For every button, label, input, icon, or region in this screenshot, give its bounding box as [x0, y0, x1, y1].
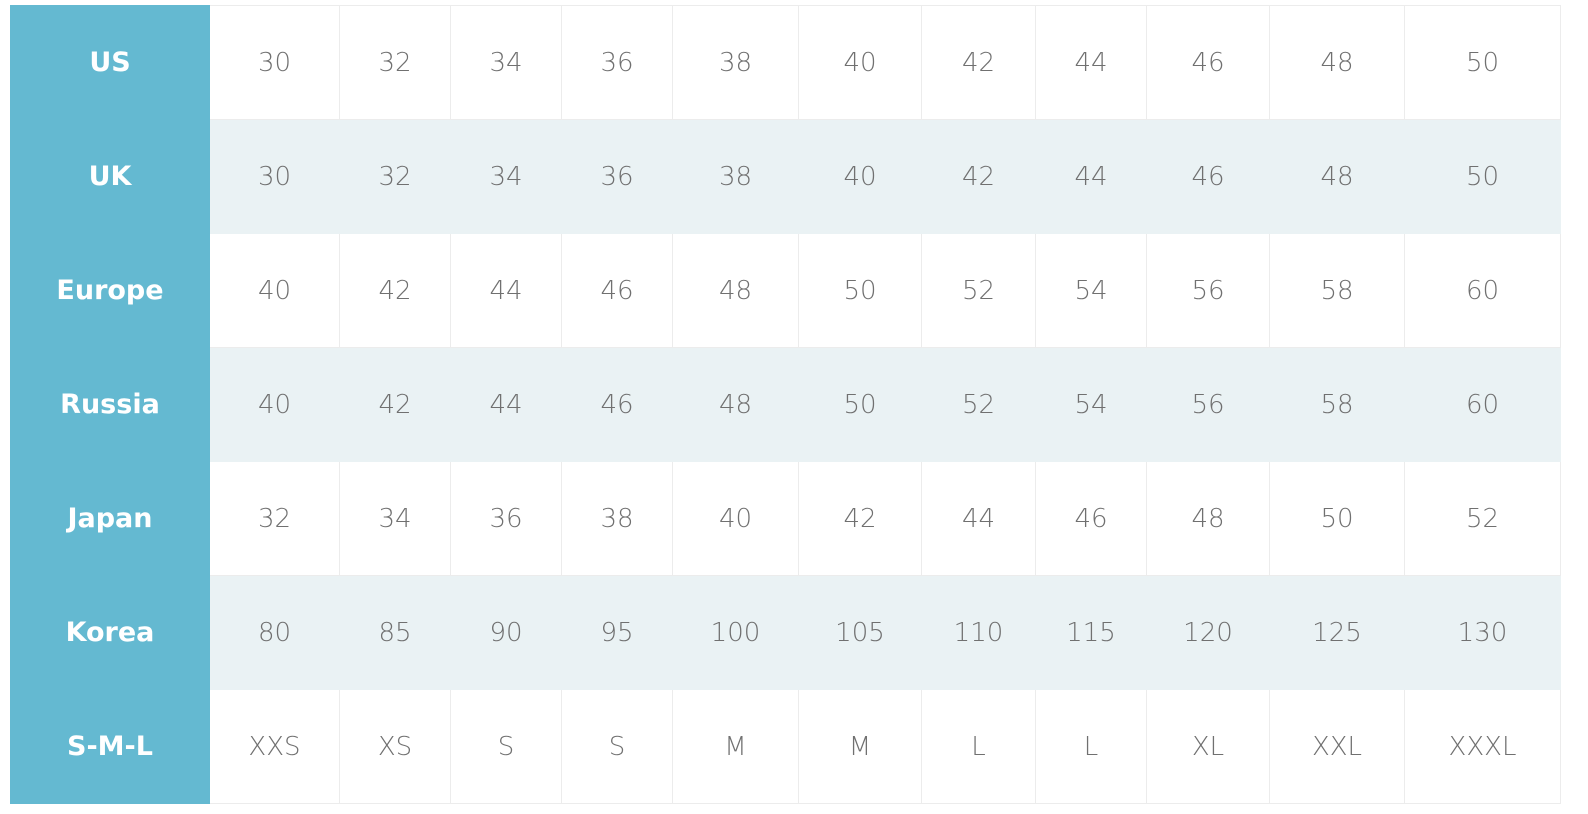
size-cell: 50 — [1404, 119, 1561, 234]
size-cell: XXS — [209, 689, 340, 804]
size-cell: 42 — [921, 5, 1036, 120]
size-cell: 40 — [672, 461, 799, 576]
size-cell: 40 — [209, 233, 340, 348]
size-cell: 56 — [1146, 233, 1270, 348]
size-cell: 46 — [1146, 5, 1270, 120]
size-cell: S — [561, 689, 673, 804]
size-cell: 30 — [209, 5, 340, 120]
size-cell: 48 — [672, 347, 799, 462]
size-cell: 115 — [1035, 575, 1147, 690]
size-cell: XXL — [1269, 689, 1405, 804]
size-cell: M — [798, 689, 922, 804]
size-cell: 125 — [1269, 575, 1405, 690]
size-cell: 50 — [1269, 461, 1405, 576]
size-cell: 34 — [450, 5, 562, 120]
size-cell: L — [1035, 689, 1147, 804]
size-cell: 54 — [1035, 233, 1147, 348]
size-cell: XXXL — [1404, 689, 1561, 804]
size-cell: 58 — [1269, 347, 1405, 462]
row-header: Japan — [10, 461, 210, 576]
size-cell: 38 — [561, 461, 673, 576]
size-cell: 44 — [450, 233, 562, 348]
size-cell: XS — [339, 689, 451, 804]
size-cell: 46 — [561, 347, 673, 462]
size-cell: 42 — [921, 119, 1036, 234]
size-cell: 44 — [1035, 119, 1147, 234]
size-cell: 46 — [1146, 119, 1270, 234]
size-row-s-m-l: S-M-L XXS XS S S M M L L XL XXL XXXL — [10, 689, 1561, 804]
size-cell: 58 — [1269, 233, 1405, 348]
size-cell: 60 — [1404, 347, 1561, 462]
size-cell: 90 — [450, 575, 562, 690]
size-cell: 130 — [1404, 575, 1561, 690]
size-cell: XL — [1146, 689, 1270, 804]
size-cell: 48 — [672, 233, 799, 348]
size-cell: 46 — [1035, 461, 1147, 576]
size-row-europe: Europe 40 42 44 46 48 50 52 54 56 58 60 — [10, 233, 1561, 348]
size-cell: 95 — [561, 575, 673, 690]
row-header: Europe — [10, 233, 210, 348]
row-header: Korea — [10, 575, 210, 690]
size-cell: 50 — [798, 347, 922, 462]
size-cell: 60 — [1404, 233, 1561, 348]
size-row-uk: UK 30 32 34 36 38 40 42 44 46 48 50 — [10, 119, 1561, 234]
size-chart-body: US 30 32 34 36 38 40 42 44 46 48 50 UK 30 32 34 36 38 40 42… — [10, 5, 1561, 804]
row-header: S-M-L — [10, 689, 210, 804]
size-cell: 110 — [921, 575, 1036, 690]
size-row-korea: Korea 80 85 90 95 100 105 110 115 120 125 130 — [10, 575, 1561, 690]
size-cell: 44 — [450, 347, 562, 462]
size-cell: 54 — [1035, 347, 1147, 462]
size-cell: 50 — [1404, 5, 1561, 120]
size-cell: 36 — [561, 5, 673, 120]
size-cell: 44 — [921, 461, 1036, 576]
size-cell: 42 — [798, 461, 922, 576]
size-cell: 32 — [339, 5, 451, 120]
size-cell: 56 — [1146, 347, 1270, 462]
size-cell: 100 — [672, 575, 799, 690]
size-row-us: US 30 32 34 36 38 40 42 44 46 48 50 — [10, 5, 1561, 120]
size-cell: 80 — [209, 575, 340, 690]
size-cell: 30 — [209, 119, 340, 234]
size-cell: 85 — [339, 575, 451, 690]
size-cell: 38 — [672, 119, 799, 234]
size-cell: 32 — [209, 461, 340, 576]
size-cell: 105 — [798, 575, 922, 690]
size-cell: 38 — [672, 5, 799, 120]
size-cell: M — [672, 689, 799, 804]
size-cell: 48 — [1146, 461, 1270, 576]
size-cell: 36 — [450, 461, 562, 576]
size-cell: 52 — [921, 233, 1036, 348]
size-cell: 40 — [209, 347, 340, 462]
size-cell: 32 — [339, 119, 451, 234]
size-cell: 40 — [798, 5, 922, 120]
size-cell: 50 — [798, 233, 922, 348]
row-header: Russia — [10, 347, 210, 462]
size-cell: 52 — [921, 347, 1036, 462]
size-cell: S — [450, 689, 562, 804]
size-cell: 36 — [561, 119, 673, 234]
row-header: UK — [10, 119, 210, 234]
size-cell: 48 — [1269, 5, 1405, 120]
row-header: US — [10, 5, 210, 120]
size-cell: 52 — [1404, 461, 1561, 576]
size-cell: 34 — [339, 461, 451, 576]
size-cell: 40 — [798, 119, 922, 234]
size-cell: 42 — [339, 233, 451, 348]
size-cell: 48 — [1269, 119, 1405, 234]
size-cell: 44 — [1035, 5, 1147, 120]
size-cell: L — [921, 689, 1036, 804]
size-cell: 42 — [339, 347, 451, 462]
size-cell: 120 — [1146, 575, 1270, 690]
size-cell: 34 — [450, 119, 562, 234]
size-row-japan: Japan 32 34 36 38 40 42 44 46 48 50 52 — [10, 461, 1561, 576]
size-row-russia: Russia 40 42 44 46 48 50 52 54 56 58 60 — [10, 347, 1561, 462]
size-chart-table: US 30 32 34 36 38 40 42 44 46 48 50 UK 30 32 34 36 38 40 42… — [10, 5, 1561, 804]
size-cell: 46 — [561, 233, 673, 348]
